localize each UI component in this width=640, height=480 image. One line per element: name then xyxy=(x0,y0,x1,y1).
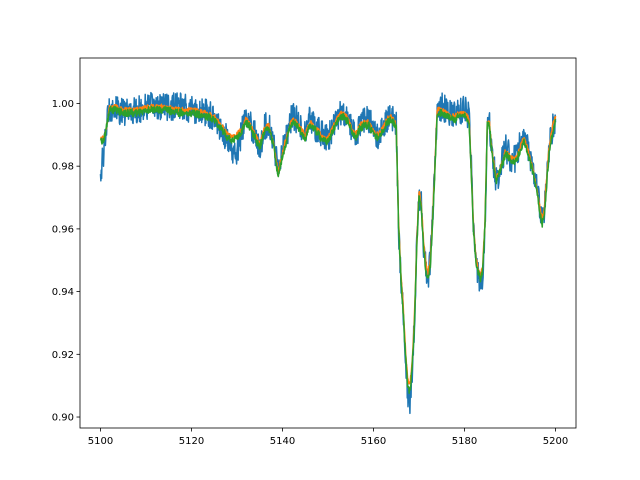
series-line-3 xyxy=(99,105,557,394)
x-axis: 5100 5120 5140 5160 5180 5200 xyxy=(88,428,568,447)
y-tick-label: 1.00 xyxy=(52,99,74,110)
series-layer xyxy=(99,91,557,415)
x-tick-label: 5120 xyxy=(179,436,204,447)
x-tick-label: 5160 xyxy=(361,436,386,447)
x-tick-label: 5140 xyxy=(270,436,295,447)
y-axis: 0.90 0.92 0.94 0.96 0.98 1.00 xyxy=(52,99,80,424)
x-tick-label: 5200 xyxy=(543,436,568,447)
y-tick-label: 0.90 xyxy=(52,413,74,424)
y-tick-label: 0.94 xyxy=(52,287,74,298)
x-tick-label: 5100 xyxy=(88,436,113,447)
y-tick-label: 0.96 xyxy=(52,224,74,235)
y-tick-label: 0.92 xyxy=(52,350,74,361)
x-tick-label: 5180 xyxy=(452,436,477,447)
y-tick-label: 0.98 xyxy=(52,162,74,173)
series-line-2 xyxy=(99,103,557,385)
plot-frame xyxy=(79,57,577,429)
